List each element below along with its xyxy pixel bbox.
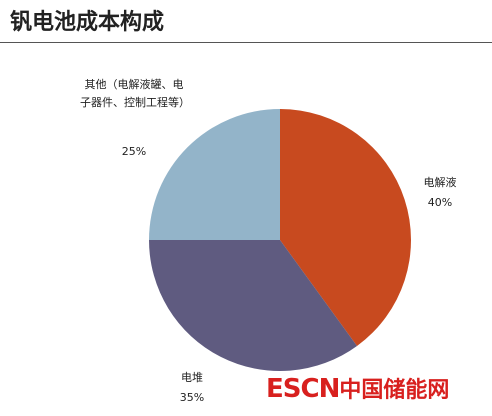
pie-slice [149, 240, 357, 371]
value-label: 40% [427, 196, 453, 209]
value-label: 25% [121, 145, 147, 158]
watermark-brand: ESCN [266, 374, 340, 404]
slice-label: 其他（电解液罐、电子器件、控制工程等） [80, 78, 190, 109]
chart-title: 钒电池成本构成 [10, 9, 165, 35]
slice-label: 电解液 [423, 176, 457, 189]
value-label: 35% [179, 391, 205, 404]
title-rule [0, 42, 492, 43]
pie-slice [149, 109, 280, 240]
watermark-site: 中国储能网 [339, 378, 450, 403]
pie-slice [280, 109, 411, 346]
watermark: ESCN中国储能网 [266, 372, 449, 404]
slice-label: 电堆 [181, 371, 203, 384]
